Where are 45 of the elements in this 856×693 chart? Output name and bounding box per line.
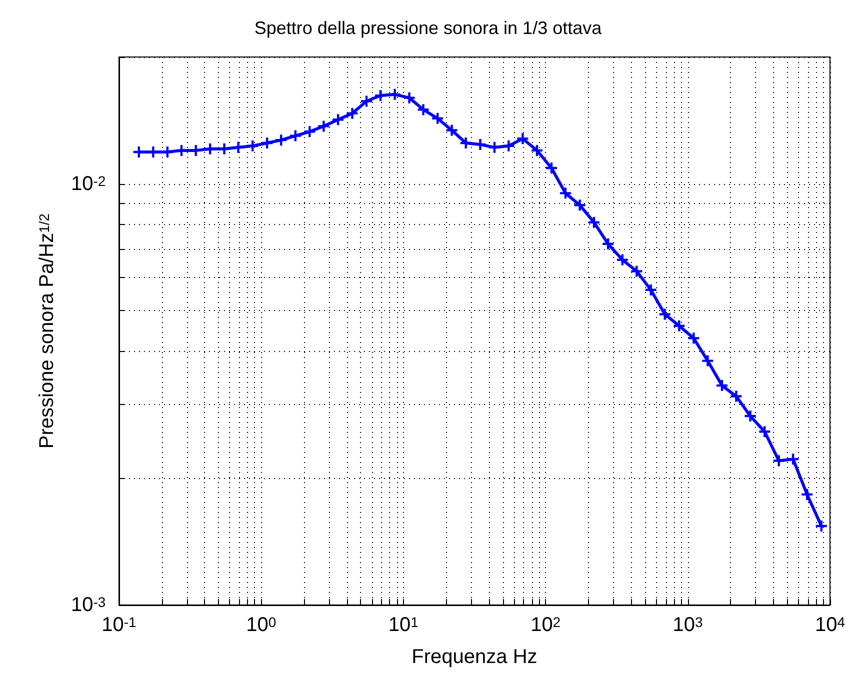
point <box>773 455 784 466</box>
point <box>574 200 586 211</box>
point <box>290 130 301 142</box>
point <box>730 390 742 402</box>
point <box>688 332 700 344</box>
point <box>360 96 372 107</box>
point <box>816 520 827 532</box>
point <box>702 355 714 366</box>
point <box>332 114 344 126</box>
point <box>374 90 386 102</box>
point <box>389 88 400 100</box>
point <box>759 426 770 438</box>
point <box>616 254 628 266</box>
point <box>503 140 514 152</box>
y-axis-title: Pressione sonora Pa/Hz1/2 <box>36 213 58 449</box>
point <box>446 124 458 136</box>
point <box>588 216 600 228</box>
point <box>432 112 444 124</box>
point <box>546 162 557 174</box>
point <box>488 142 500 153</box>
point <box>531 144 542 156</box>
point <box>346 108 358 119</box>
point <box>460 137 472 148</box>
point <box>631 266 642 277</box>
point <box>404 92 415 104</box>
point <box>602 238 614 250</box>
point <box>276 134 287 146</box>
point <box>418 104 429 116</box>
point <box>318 120 330 132</box>
point <box>304 126 316 138</box>
point <box>788 454 799 465</box>
point <box>517 133 528 144</box>
point <box>262 137 273 148</box>
point <box>474 138 486 150</box>
x-axis-title: Frequenza Hz <box>412 646 538 668</box>
point <box>560 188 571 199</box>
point <box>802 488 813 500</box>
point <box>247 140 258 152</box>
chart-title: Spettro della pressione sonora in 1/3 ottava <box>254 18 603 38</box>
point <box>744 410 756 422</box>
point <box>659 308 670 320</box>
point <box>716 380 728 391</box>
point <box>232 142 244 153</box>
point <box>645 284 656 296</box>
point <box>674 320 685 332</box>
